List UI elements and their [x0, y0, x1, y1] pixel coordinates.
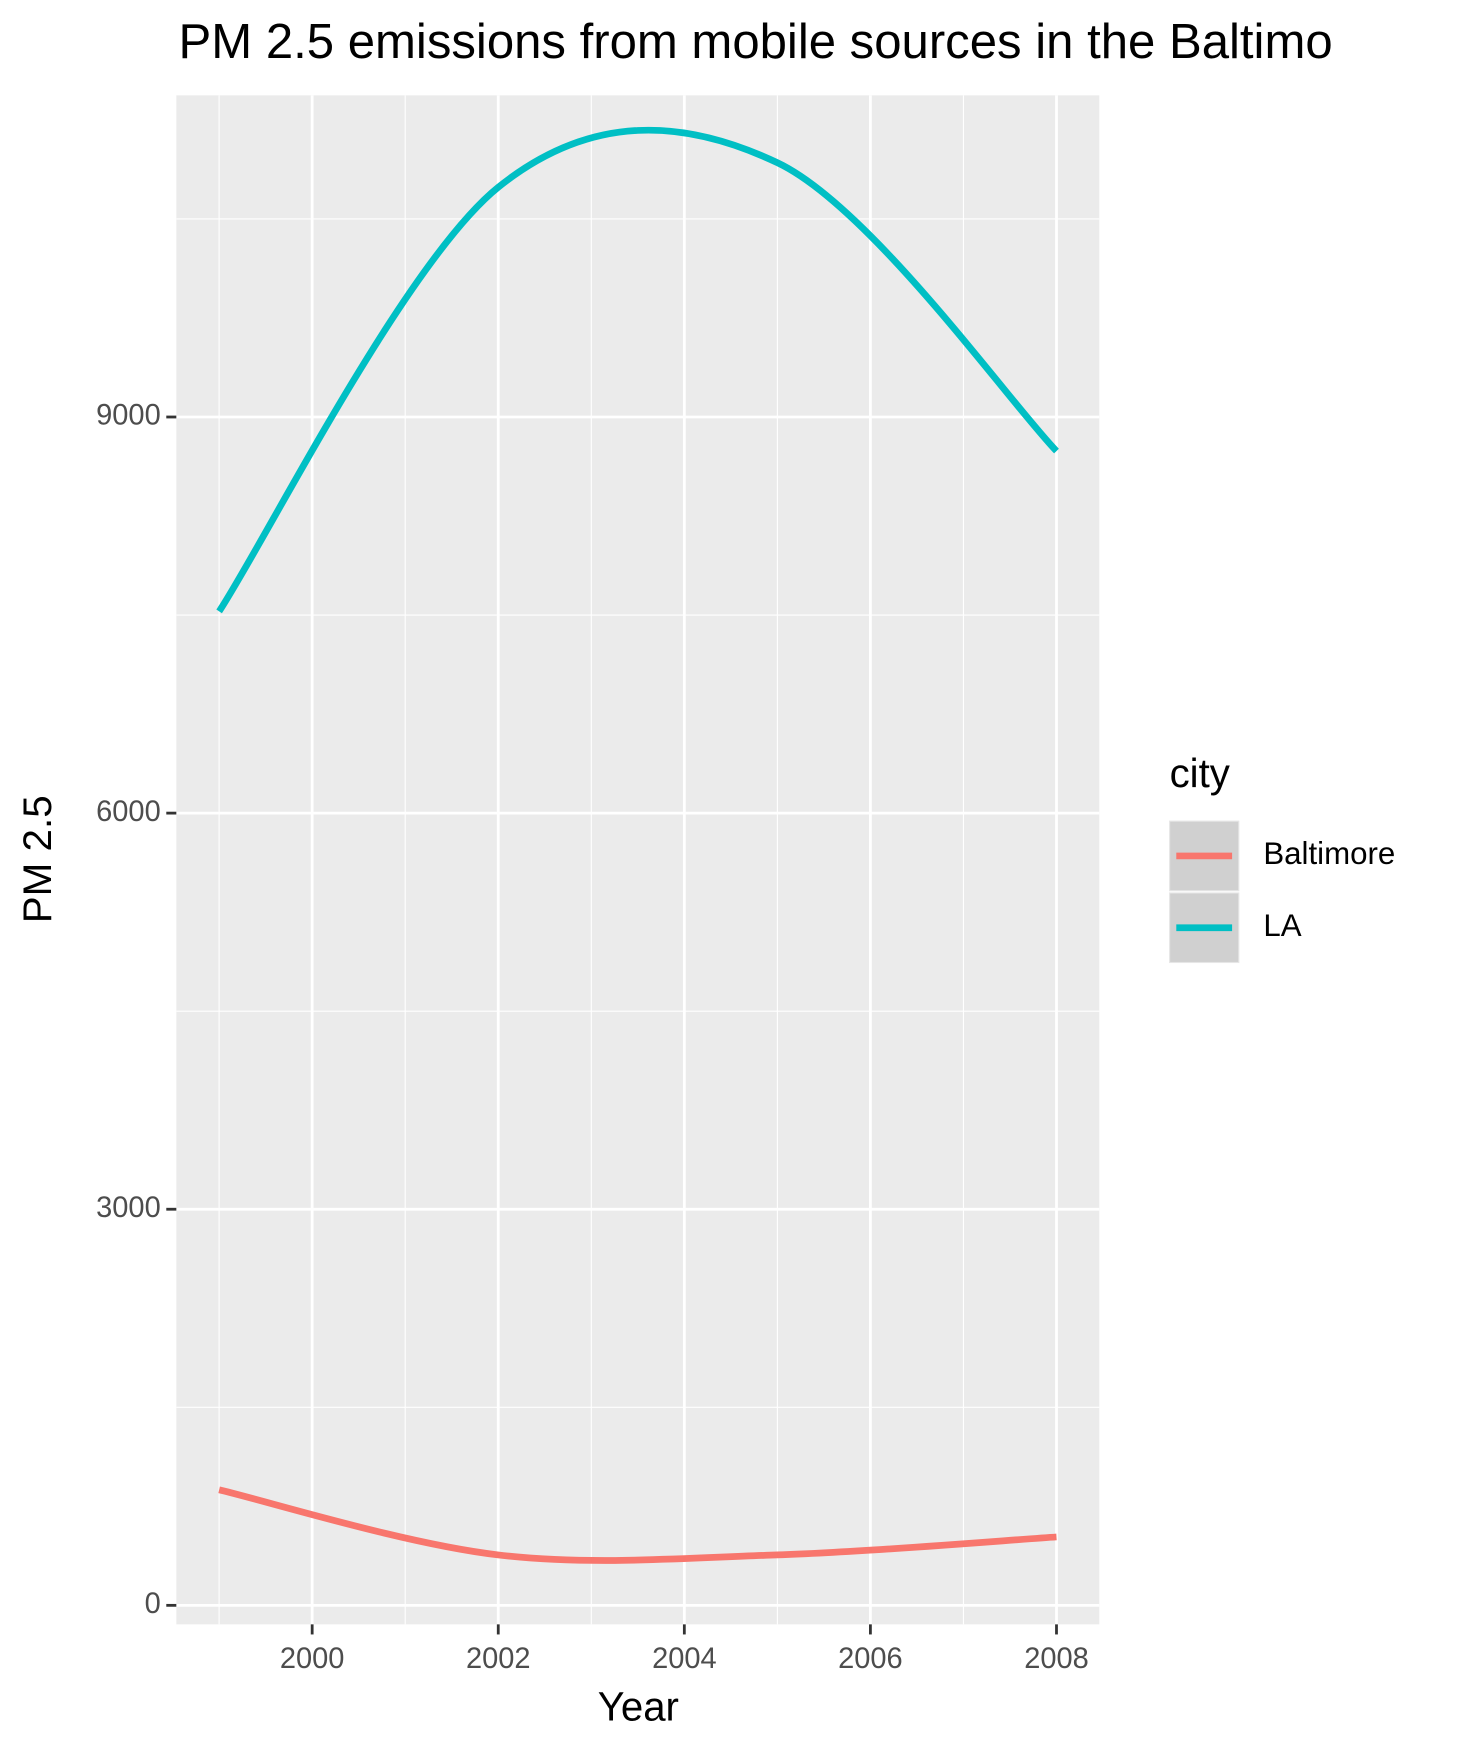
legend-label: LA — [1263, 908, 1301, 943]
line — [218, 1486, 1057, 1564]
chart-title: PM 2.5 emissions from mobile sources in … — [179, 14, 1333, 69]
x-tick-label: 2004 — [652, 1643, 717, 1675]
panel — [176, 95, 1100, 1625]
legend-label: Baltimore — [1263, 836, 1395, 871]
x-tick-label: 2008 — [1024, 1643, 1089, 1675]
x-tick-label: 2006 — [838, 1643, 903, 1675]
x-tick-label: 2000 — [280, 1643, 345, 1675]
line — [216, 126, 1059, 614]
y-axis-title: PM 2.5 — [15, 795, 60, 923]
x-tick-label: 2002 — [466, 1643, 531, 1675]
legend-title: city — [1170, 751, 1231, 796]
y-tick-label: 9000 — [96, 400, 161, 432]
y-tick-label: 6000 — [96, 796, 161, 828]
y-tick-label: 0 — [145, 1588, 161, 1620]
y-tick-label: 3000 — [96, 1192, 161, 1224]
x-axis-title: Year — [598, 1684, 679, 1729]
